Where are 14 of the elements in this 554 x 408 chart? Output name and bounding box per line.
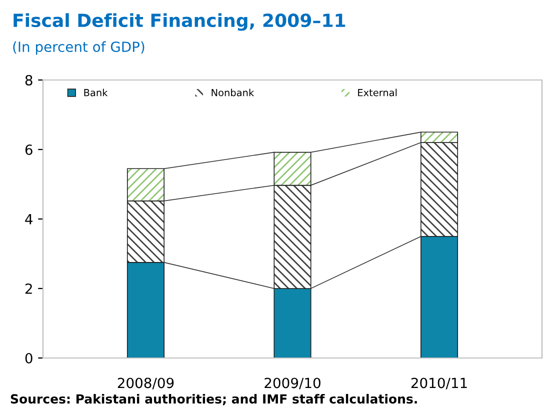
x-tick-label: 2009/10 (264, 378, 320, 390)
chart-subtitle: (In percent of GDP) (13, 41, 144, 55)
x-tick-label: 2008/09 (118, 378, 174, 390)
y-tick-label: 0 (25, 352, 32, 364)
y-tick-label: 8 (25, 74, 32, 86)
legend-label: Bank (84, 88, 108, 96)
y-tick-label: 2 (25, 283, 32, 294)
source-note: Sources: Pakistani authorities; and IMF staff calculations. (10, 394, 417, 406)
y-tick-label: 4 (25, 214, 32, 224)
x-tick-label: 2010/11 (411, 378, 467, 390)
legend-label: Nonbank (212, 88, 254, 96)
y-tick-label: 6 (25, 144, 32, 155)
chart-title: Fiscal Deficit Financing, 2009–11 (14, 13, 346, 31)
legend-label: External (358, 88, 397, 96)
